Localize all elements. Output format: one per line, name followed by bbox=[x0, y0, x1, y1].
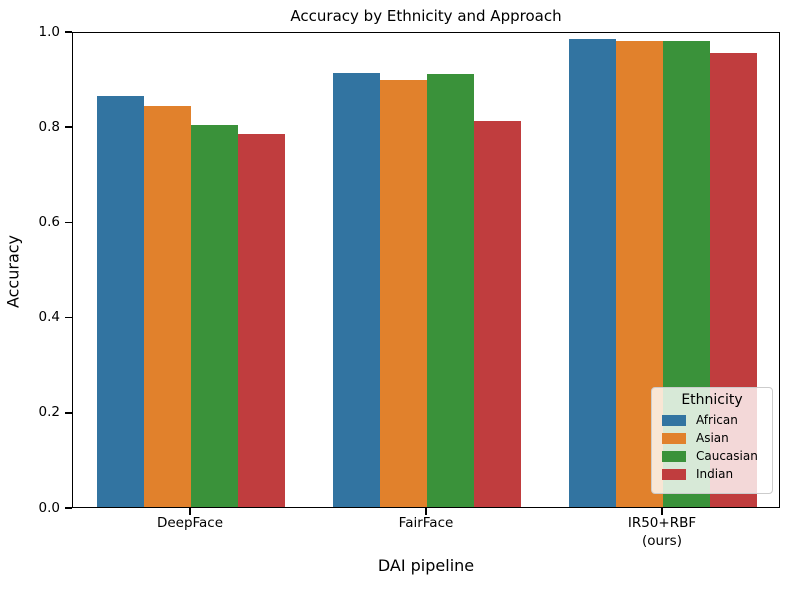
legend-swatch-african bbox=[662, 414, 686, 426]
x-tick-mark-ir50-rbf bbox=[661, 508, 663, 515]
legend-item-caucasian: Caucasian bbox=[662, 450, 764, 462]
legend-swatch-indian bbox=[662, 468, 686, 480]
y-axis-label: Accuracy bbox=[3, 234, 23, 309]
x-tick-mark-fairface bbox=[425, 508, 427, 515]
bar-ir50-rbf-african bbox=[568, 39, 616, 507]
x-tick-label-deepface: DeepFace bbox=[156, 515, 224, 531]
bar-deepface-caucasian bbox=[191, 124, 239, 507]
legend-label-african: African bbox=[696, 413, 738, 427]
x-tick-label-ir50-rbf: IR50+RBF (ours) bbox=[627, 515, 697, 550]
legend: Ethnicity African Asian Caucasian Indian bbox=[651, 387, 773, 494]
x-axis-label: DAI pipeline bbox=[377, 556, 475, 575]
legend-label-indian: Indian bbox=[696, 467, 734, 481]
legend-title: Ethnicity bbox=[681, 392, 743, 408]
y-tick-mark-1.0 bbox=[65, 31, 72, 33]
legend-item-african: African bbox=[662, 414, 764, 426]
legend-item-indian: Indian bbox=[662, 468, 764, 480]
y-tick-mark-0.4 bbox=[65, 316, 72, 319]
y-tick-label-1.0: 1.0 bbox=[38, 23, 60, 40]
legend-items: African Asian Caucasian Indian bbox=[660, 414, 764, 480]
bar-fairface-african bbox=[332, 72, 380, 507]
x-tick-mark-deepface bbox=[189, 508, 191, 515]
y-tick-label-0.4: 0.4 bbox=[38, 309, 60, 326]
bar-fairface-indian bbox=[474, 120, 522, 507]
y-tick-label-0.6: 0.6 bbox=[38, 213, 60, 230]
y-tick-mark-0.2 bbox=[65, 412, 72, 414]
y-tick-mark-0.0 bbox=[65, 507, 72, 509]
legend-swatch-caucasian bbox=[662, 450, 686, 462]
legend-swatch-asian bbox=[662, 432, 686, 444]
bar-fairface-caucasian bbox=[427, 74, 475, 507]
legend-label-asian: Asian bbox=[696, 431, 729, 445]
y-tick-label-0.8: 0.8 bbox=[38, 118, 60, 135]
x-tick-label-fairface: FairFace bbox=[398, 515, 454, 531]
chart-title: Accuracy by Ethnicity and Approach bbox=[290, 7, 562, 25]
bar-deepface-african bbox=[96, 95, 144, 507]
bar-fairface-asian bbox=[379, 80, 427, 507]
y-tick-label-0.0: 0.0 bbox=[38, 499, 60, 516]
y-tick-label-0.2: 0.2 bbox=[38, 404, 60, 421]
legend-label-caucasian: Caucasian bbox=[696, 449, 758, 463]
bar-deepface-asian bbox=[143, 105, 191, 507]
y-tick-mark-0.8 bbox=[65, 126, 72, 128]
plot-area bbox=[72, 32, 780, 508]
y-tick-mark-0.6 bbox=[65, 221, 72, 224]
bar-deepface-indian bbox=[238, 134, 286, 507]
legend-item-asian: Asian bbox=[662, 432, 764, 444]
